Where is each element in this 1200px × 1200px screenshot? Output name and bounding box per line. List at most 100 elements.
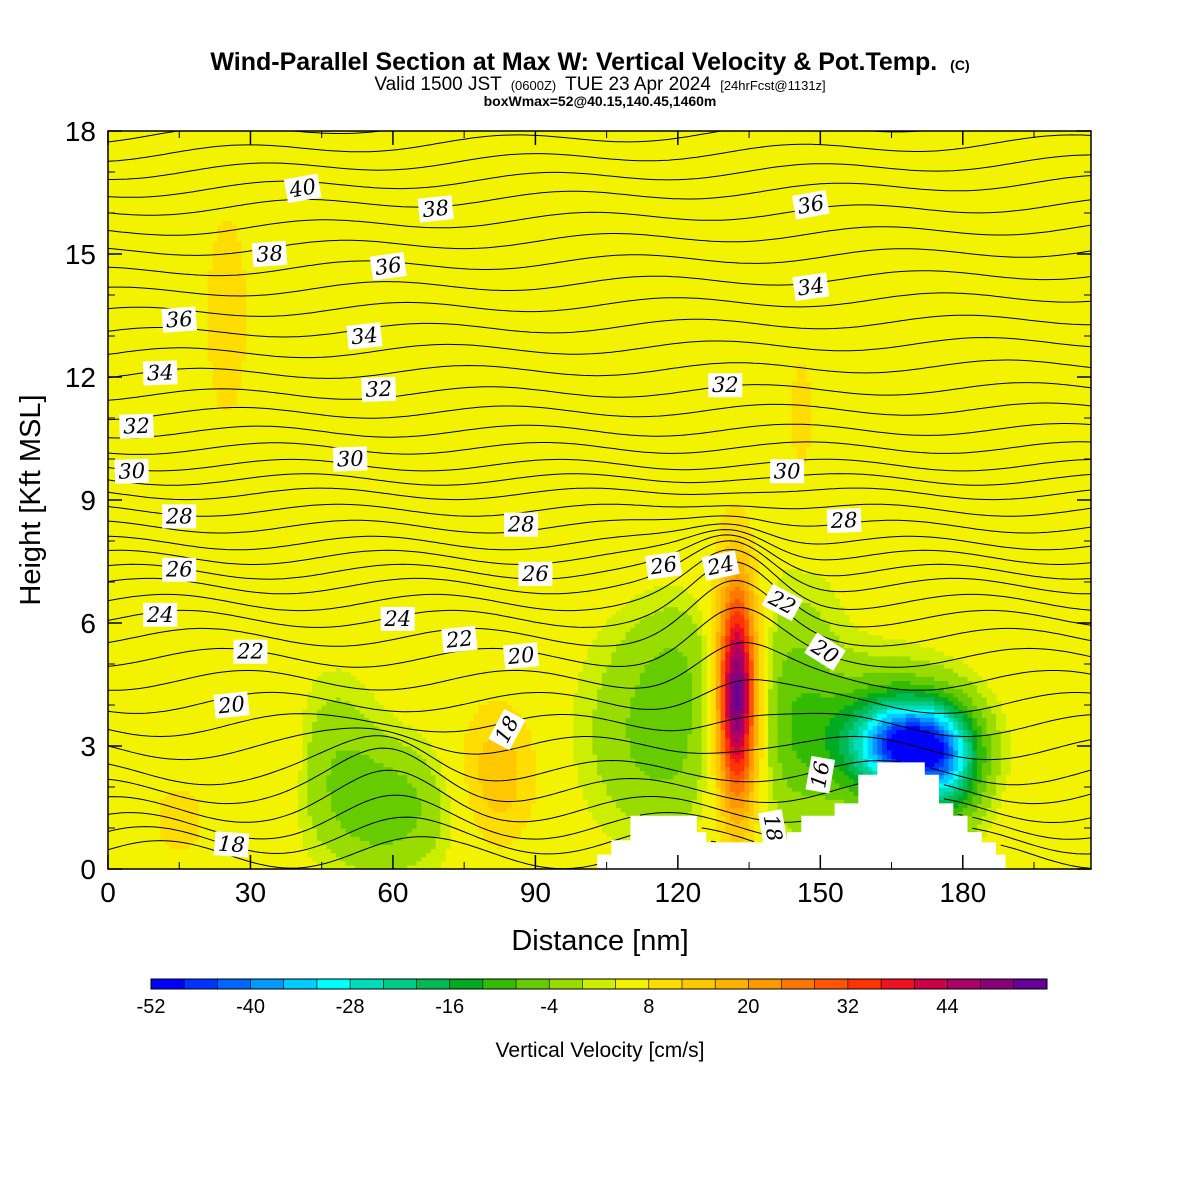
velocity-cell — [188, 828, 194, 833]
velocity-cell — [321, 840, 327, 845]
velocity-cell — [468, 758, 475, 763]
velocity-cell — [364, 754, 370, 759]
velocity-cell — [492, 799, 498, 804]
velocity-cell — [616, 725, 622, 731]
velocity-cell — [715, 700, 722, 706]
velocity-cell — [592, 725, 598, 731]
velocity-cell — [725, 717, 731, 722]
velocity-cell — [630, 639, 636, 645]
velocity-cell — [658, 639, 665, 645]
velocity-cell — [326, 741, 332, 747]
velocity-cell — [587, 795, 593, 800]
velocity-cell — [378, 725, 384, 731]
velocity-cell — [316, 770, 323, 776]
velocity-cell — [649, 725, 655, 731]
velocity-cell — [340, 795, 346, 800]
velocity-cell — [758, 676, 764, 681]
velocity-cell — [644, 721, 650, 727]
velocity-cell — [630, 680, 636, 686]
velocity-cell — [497, 700, 503, 706]
velocity-cell — [587, 807, 593, 813]
velocity-cell — [749, 688, 755, 694]
velocity-cell — [345, 819, 351, 825]
velocity-cell — [521, 803, 527, 809]
velocity-cell — [483, 832, 489, 837]
velocity-cell — [772, 684, 779, 690]
velocity-cell — [321, 741, 327, 747]
velocity-cell — [782, 766, 788, 772]
velocity-cell — [388, 836, 394, 841]
velocity-cell — [516, 762, 522, 768]
velocity-cell — [487, 819, 494, 825]
velocity-cell — [217, 233, 223, 239]
velocity-cell — [639, 746, 646, 751]
velocity-cell — [696, 782, 703, 788]
velocity-cell — [791, 791, 798, 796]
velocity-cell — [772, 795, 779, 800]
velocity-cell — [578, 733, 584, 739]
velocity-cell — [464, 778, 470, 784]
velocity-cell — [730, 676, 736, 681]
velocity-cell — [682, 766, 688, 772]
velocity-cell — [426, 828, 432, 833]
velocity-cell — [359, 803, 365, 809]
velocity-cell — [473, 762, 479, 768]
velocity-cell — [335, 684, 342, 690]
velocity-cell — [369, 815, 375, 821]
velocity-cell — [734, 651, 741, 657]
velocity-cell — [687, 672, 693, 677]
velocity-cell — [791, 746, 798, 751]
velocity-cell — [696, 709, 703, 714]
velocity-cell — [796, 799, 802, 804]
velocity-cell — [639, 758, 646, 763]
velocity-cell — [492, 791, 498, 796]
velocity-cell — [663, 746, 669, 751]
velocity-cell — [625, 774, 631, 780]
velocity-cell — [772, 741, 779, 747]
velocity-cell — [801, 672, 807, 677]
velocity-cell — [739, 590, 745, 595]
velocity-cell — [620, 733, 627, 739]
velocity-cell — [753, 815, 760, 821]
velocity-cell — [658, 594, 665, 599]
velocity-cell — [791, 385, 798, 390]
velocity-cell — [402, 754, 408, 759]
velocity-cell — [497, 828, 503, 833]
velocity-cell — [730, 582, 736, 587]
velocity-cell — [658, 590, 665, 595]
velocity-cell — [692, 713, 698, 718]
velocity-cell — [620, 778, 627, 784]
velocity-cell — [692, 803, 698, 809]
velocity-cell — [658, 598, 665, 604]
velocity-cell — [354, 746, 361, 751]
velocity-cell — [578, 778, 584, 784]
velocity-cell — [350, 799, 356, 804]
velocity-cell — [430, 762, 437, 768]
velocity-cell — [625, 676, 631, 681]
velocity-cell — [226, 266, 232, 271]
velocity-cell — [426, 860, 432, 866]
velocity-cell — [801, 606, 807, 612]
velocity-cell — [687, 684, 693, 690]
velocity-cell — [601, 631, 608, 636]
velocity-cell — [630, 758, 636, 763]
velocity-cell — [782, 713, 788, 718]
velocity-cell — [791, 618, 798, 624]
velocity-cell — [302, 840, 308, 845]
velocity-cell — [791, 700, 798, 706]
velocity-cell — [483, 766, 489, 772]
velocity-cell — [720, 713, 726, 718]
velocity-cell — [696, 623, 703, 628]
velocity-cell — [782, 635, 788, 640]
velocity-cell — [587, 659, 593, 665]
velocity-cell — [326, 811, 332, 817]
velocity-cell — [407, 750, 413, 755]
velocity-cell — [426, 815, 432, 821]
velocity-cell — [644, 602, 650, 608]
velocity-cell — [777, 635, 783, 640]
velocity-cell — [644, 741, 650, 747]
velocity-cell — [326, 864, 332, 869]
velocity-cell — [236, 356, 242, 362]
velocity-cell — [516, 815, 522, 821]
velocity-cell — [701, 700, 707, 706]
